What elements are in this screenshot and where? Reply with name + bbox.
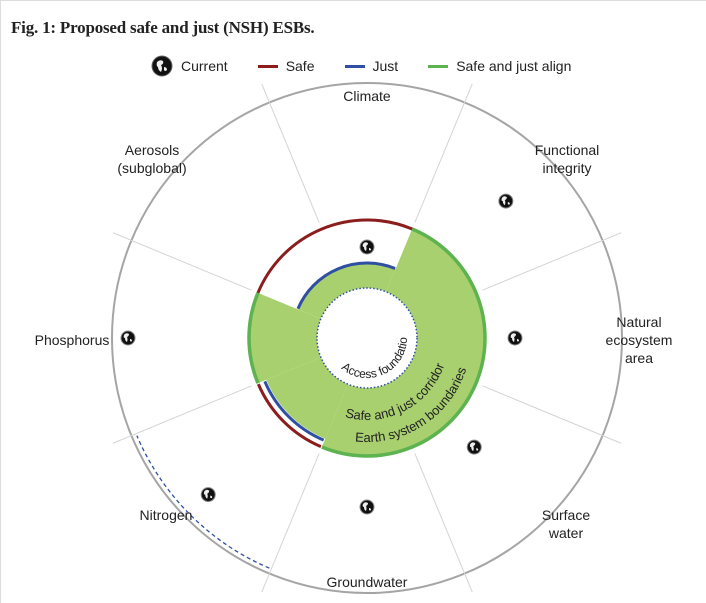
align-swatch (428, 64, 449, 68)
globe-icon-land (203, 489, 213, 499)
legend-current: Current (151, 55, 228, 77)
safe-just-corridor-fill (249, 292, 321, 384)
globe-icon (200, 487, 216, 503)
sector-divider (112, 232, 252, 291)
just-boundary-dashed-nitrogen (136, 435, 270, 569)
sector-divider (261, 453, 320, 593)
globe-icon (359, 239, 375, 255)
sector-divider (482, 232, 622, 291)
globe-icon (120, 330, 136, 346)
safe-just-corridor-fill (297, 263, 396, 319)
align-boundary-arc (321, 227, 487, 458)
safe-just-corridor-fill (266, 357, 348, 439)
legend-safe: Safe (257, 58, 315, 74)
safe-swatch (257, 64, 278, 68)
globe-icon-land (362, 242, 371, 251)
sector-divider (414, 83, 473, 223)
globe-icon-land (123, 333, 132, 342)
legend-label: Safe (285, 58, 315, 74)
safe-boundary-arc-nitrogen (256, 383, 322, 449)
legend-label: Current (181, 58, 228, 74)
globe-icon (466, 439, 482, 455)
outer-ring (111, 82, 623, 594)
globe-icon-land (510, 333, 519, 342)
just-boundary-arc-nitrogen (263, 380, 325, 442)
globe-icon-land (469, 442, 479, 452)
sector-label-nitrogen: Nitrogen (139, 507, 193, 523)
sector-label-phosphorus: Phosphorus (34, 332, 110, 348)
sector-label-surface-water: Surface water (541, 507, 591, 541)
sector-label-climate: Climate (343, 88, 391, 104)
safe-just-corridor-fill (321, 228, 486, 457)
legend-label: Safe and just align (456, 58, 572, 74)
figure-title: Fig. 1: Proposed safe and just (NSH) ESB… (11, 18, 315, 37)
legend-label: Just (372, 58, 399, 74)
legend-align: Safe and just align (428, 58, 571, 74)
globe-icon-land (501, 196, 510, 206)
sector-divider (482, 385, 622, 444)
sector-divider (112, 385, 252, 444)
sector-divider (261, 83, 320, 223)
sector-label-functional-integrity: Functional integrity (534, 142, 600, 176)
sector-label-natural-ecosystem-area: Natural ecosystem area (605, 314, 673, 366)
just-swatch (344, 64, 365, 68)
globe-icon (151, 55, 173, 77)
access-foundation-circle (316, 287, 418, 389)
legend-just: Just (344, 58, 399, 74)
legend: Current Safe Just Safe and just align (151, 55, 601, 77)
globe-icon (507, 330, 523, 346)
sector-label-groundwater: Groundwater (326, 574, 408, 590)
globe-icon (498, 193, 514, 209)
sector-divider (414, 453, 473, 593)
just-boundary-arc-climate (296, 261, 396, 310)
align-boundary-arc (247, 292, 260, 384)
safe-boundary-arc-climate (256, 218, 413, 294)
globe-icon (359, 499, 375, 515)
globe-icon-land (362, 502, 371, 511)
sector-label-aerosols: Aerosols (subglobal) (117, 142, 187, 176)
